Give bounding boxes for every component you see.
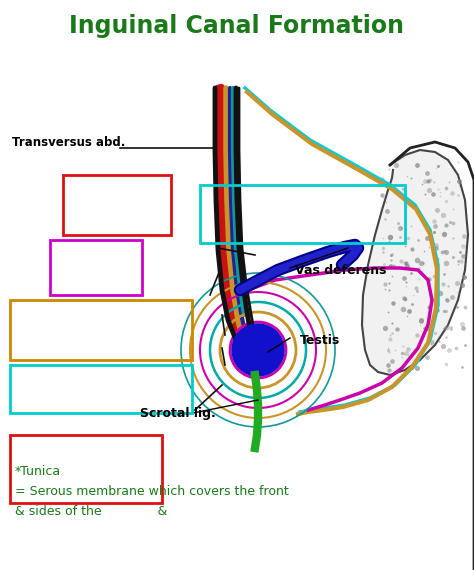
Text: Scrotal lig.: Scrotal lig. <box>140 406 216 420</box>
Text: & sides of the              &: & sides of the & <box>15 505 167 518</box>
Text: Vas deferens: Vas deferens <box>295 263 386 276</box>
Text: = Serous membrane which covers the front: = Serous membrane which covers the front <box>15 485 289 498</box>
Polygon shape <box>362 150 468 375</box>
Text: Inguinal Canal Formation: Inguinal Canal Formation <box>70 14 404 38</box>
Bar <box>200 185 405 243</box>
Text: Transversus abd.: Transversus abd. <box>12 136 126 149</box>
Text: *Tunica: *Tunica <box>15 465 61 478</box>
Circle shape <box>232 324 284 376</box>
Bar <box>10 435 162 503</box>
Bar <box>10 365 192 413</box>
Bar <box>50 240 142 295</box>
Bar <box>63 175 171 235</box>
Text: Testis: Testis <box>300 333 340 347</box>
Bar <box>10 300 192 360</box>
